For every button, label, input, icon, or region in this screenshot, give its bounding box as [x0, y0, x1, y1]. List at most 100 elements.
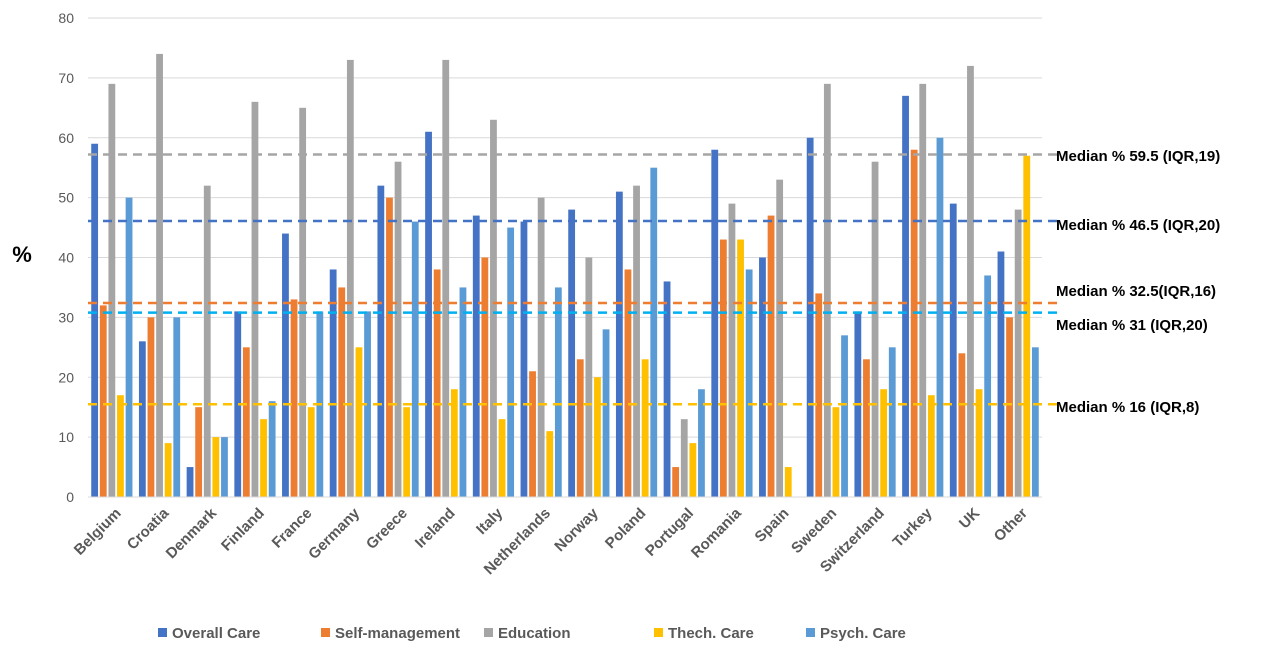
legend-label: Self-management	[335, 625, 460, 642]
median-label: Median % 16 (IQR,8)	[1056, 399, 1199, 416]
bar	[663, 281, 671, 497]
x-tick-label: Other	[991, 505, 1031, 545]
bar	[680, 419, 688, 497]
y-tick-label: 10	[58, 429, 74, 445]
bar	[195, 407, 203, 497]
bar-series	[91, 53, 1039, 498]
legend-swatch	[484, 628, 493, 637]
bar	[776, 179, 784, 497]
bar	[594, 377, 601, 497]
x-tick-label: UK	[956, 505, 983, 532]
legend-label: Education	[498, 625, 571, 642]
bar	[242, 347, 250, 497]
y-axis: 0 10 20 30 40 50 60 70 80	[58, 10, 74, 505]
bar	[147, 317, 155, 497]
bar	[91, 143, 99, 498]
bar	[633, 185, 640, 497]
bar	[767, 215, 775, 497]
bar	[815, 293, 823, 497]
bar	[902, 95, 909, 498]
bar	[615, 191, 623, 497]
bar	[546, 431, 554, 497]
bar	[411, 221, 419, 497]
legend-label: Thech. Care	[668, 625, 754, 642]
bar	[251, 101, 259, 497]
x-tick-label: Germany	[305, 504, 363, 562]
legend-swatch	[654, 628, 663, 637]
bar	[806, 137, 814, 497]
bar	[386, 197, 393, 497]
bar	[459, 287, 467, 497]
x-tick-label: Belgium	[71, 505, 125, 559]
bar	[967, 65, 974, 498]
bar	[863, 359, 870, 497]
bar	[268, 401, 276, 497]
bar	[498, 419, 506, 497]
bar	[910, 149, 918, 497]
bar	[290, 299, 298, 497]
bar	[871, 161, 879, 497]
legend-swatch	[158, 628, 167, 637]
bar	[338, 287, 346, 497]
x-tick-label: Italy	[473, 504, 507, 538]
bar	[125, 197, 133, 497]
legend-label: Psych. Care	[820, 625, 906, 642]
bar	[108, 83, 116, 498]
bar	[507, 227, 515, 497]
bar	[364, 311, 371, 497]
bar	[832, 407, 840, 497]
bar	[975, 389, 983, 497]
bar	[442, 59, 450, 497]
bar	[203, 185, 211, 497]
bar	[394, 161, 402, 497]
bar	[329, 269, 337, 497]
bar	[433, 269, 441, 497]
x-tick-label: Poland	[602, 505, 649, 552]
y-tick-label: 30	[58, 309, 74, 325]
bar	[728, 203, 736, 498]
bar	[641, 359, 649, 497]
y-tick-label: 80	[58, 10, 74, 26]
bar	[650, 167, 658, 497]
bar	[711, 149, 719, 497]
bar	[719, 239, 727, 497]
bar	[1006, 317, 1013, 497]
y-tick-label: 20	[58, 369, 74, 385]
bar	[984, 275, 992, 497]
bar	[576, 359, 584, 497]
bar	[1014, 209, 1022, 497]
bar	[537, 197, 545, 497]
bar	[784, 467, 792, 497]
bar	[234, 311, 242, 497]
bar	[759, 257, 766, 497]
x-tick-label: Greece	[363, 505, 411, 553]
bar	[520, 221, 528, 497]
bar	[117, 395, 124, 497]
legend: Overall Care Self-management Education Thec…	[158, 625, 906, 642]
bar	[99, 305, 107, 497]
median-label: Median % 32.5(IQR,16)	[1056, 283, 1216, 300]
bar	[1031, 347, 1039, 497]
y-tick-label: 50	[58, 190, 74, 206]
x-tick-label: Finland	[218, 505, 268, 555]
x-tick-label: Norway	[551, 504, 602, 555]
bar	[624, 269, 632, 497]
bar	[949, 203, 957, 498]
bar	[841, 335, 848, 497]
gridlines	[88, 17, 1042, 498]
median-lines: Median % 59.5 (IQR,19) Median % 46.5 (IQR…	[88, 148, 1220, 416]
bar	[745, 269, 753, 497]
bar	[221, 437, 228, 497]
x-tick-label: Ireland	[412, 505, 459, 552]
bar	[823, 83, 831, 498]
x-tick-label: Turkey	[890, 504, 936, 550]
bar	[403, 407, 411, 497]
median-label: Median % 46.5 (IQR,20)	[1056, 217, 1220, 234]
bar	[282, 233, 289, 498]
bar	[927, 395, 935, 497]
bar	[698, 389, 705, 497]
median-label: Median % 59.5 (IQR,19)	[1056, 148, 1220, 165]
legend-swatch	[806, 628, 815, 637]
